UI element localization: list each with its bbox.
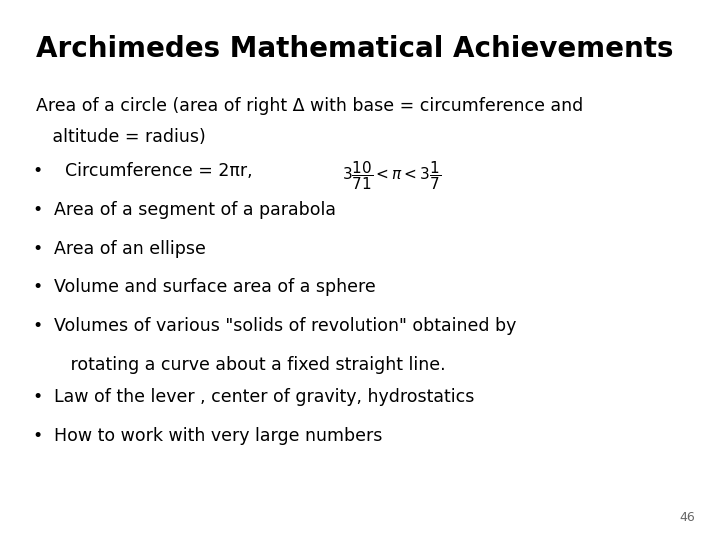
Text: Law of the lever , center of gravity, hydrostatics: Law of the lever , center of gravity, hy… (54, 388, 474, 406)
Text: Area of a circle (area of right Δ with base = circumference and: Area of a circle (area of right Δ with b… (36, 97, 583, 115)
Text: 46: 46 (679, 511, 695, 524)
Text: Circumference = 2πr,: Circumference = 2πr, (54, 162, 253, 180)
Text: •: • (32, 279, 42, 296)
Text: Area of a segment of a parabola: Area of a segment of a parabola (54, 201, 336, 219)
Text: •: • (32, 240, 42, 258)
Text: Archimedes Mathematical Achievements: Archimedes Mathematical Achievements (36, 35, 673, 63)
Text: How to work with very large numbers: How to work with very large numbers (54, 427, 382, 445)
Text: Area of an ellipse: Area of an ellipse (54, 240, 206, 258)
Text: Volume and surface area of a sphere: Volume and surface area of a sphere (54, 279, 376, 296)
Text: •: • (32, 388, 42, 406)
Text: $3\dfrac{10}{71} < \pi < 3\dfrac{1}{7}$: $3\dfrac{10}{71} < \pi < 3\dfrac{1}{7}$ (342, 159, 441, 192)
Text: •: • (32, 427, 42, 445)
Text: Volumes of various "solids of revolution" obtained by: Volumes of various "solids of revolution… (54, 318, 516, 335)
Text: •: • (32, 318, 42, 335)
Text: •: • (32, 201, 42, 219)
Text: altitude = radius): altitude = radius) (36, 127, 206, 145)
Text: rotating a curve about a fixed straight line.: rotating a curve about a fixed straight … (54, 356, 446, 374)
Text: •: • (32, 162, 42, 180)
